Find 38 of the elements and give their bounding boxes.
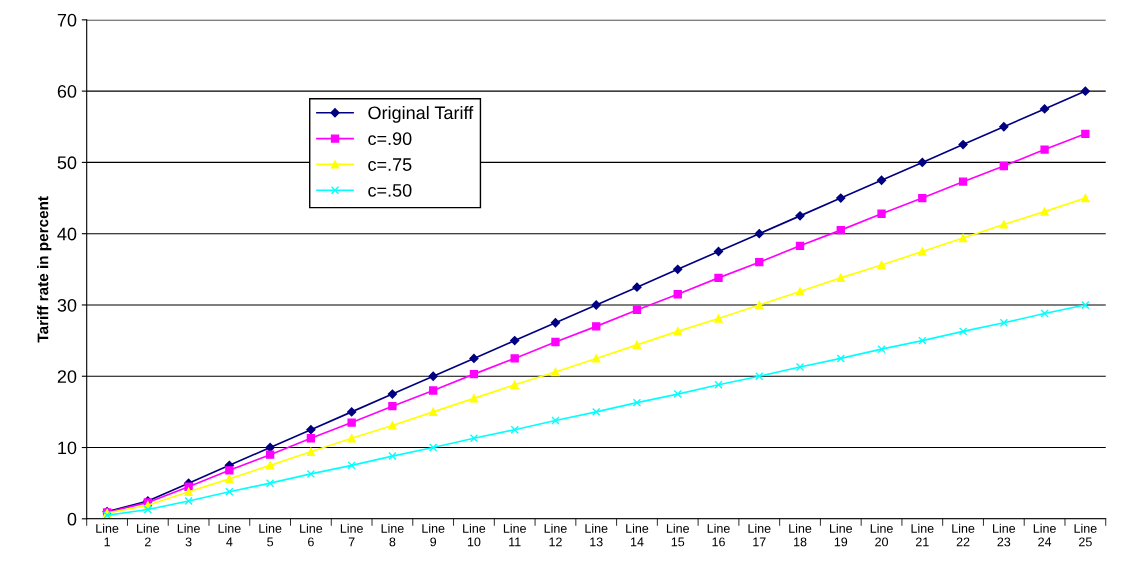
x-tick-label: Line 13 [585, 523, 608, 547]
x-tick-label: Line 14 [626, 523, 649, 547]
x-tick-label: Line 2 [137, 523, 160, 547]
y-tick-label: 30 [57, 298, 77, 312]
x-tick-label: Line 19 [829, 523, 853, 547]
y-tick-label: 50 [57, 156, 77, 170]
legend-label: Original Tariff [368, 105, 474, 123]
x-tick-label: Line 15 [666, 523, 689, 547]
x-tick-label: Line 17 [748, 523, 771, 547]
x-tick-label: Line 22 [952, 523, 975, 547]
y-tick-label: 0 [67, 512, 77, 526]
y-tick-label: 10 [58, 441, 77, 455]
y-tick-label: 70 [57, 13, 77, 27]
y-axis-title: Tariff rate in percent [37, 196, 52, 343]
x-tick-label: Line 21 [911, 523, 934, 547]
y-tick-label: 20 [57, 370, 77, 383]
x-tick-label: Line 4 [218, 523, 241, 547]
x-tick-label: Line 6 [300, 523, 323, 547]
x-tick-label: Line 11 [503, 523, 526, 547]
legend-label: c=.90 [368, 132, 412, 146]
x-tick-label: Line 5 [259, 523, 282, 547]
legend-label: c=.50 [368, 184, 412, 197]
y-tick-label: 60 [57, 85, 77, 98]
x-tick-label: Line 20 [870, 523, 893, 547]
x-tick-label: Line 23 [993, 523, 1016, 547]
x-tick-label: Line 18 [789, 523, 812, 547]
legend-label: c=.75 [368, 158, 412, 171]
y-tick-label: 40 [57, 227, 77, 241]
x-tick-label: Line 16 [707, 523, 730, 547]
x-tick-label: Line 25 [1074, 523, 1097, 547]
x-tick-label: Line 8 [381, 523, 404, 547]
x-tick-label: Line 24 [1033, 523, 1056, 547]
x-tick-label: Line 9 [422, 523, 445, 547]
x-tick-label: Line 12 [544, 523, 567, 547]
x-tick-label: Line 10 [463, 523, 486, 547]
x-tick-label: Line 1 [96, 523, 119, 547]
x-tick-label: Line 3 [177, 523, 200, 547]
x-tick-label: Line 7 [340, 523, 363, 547]
